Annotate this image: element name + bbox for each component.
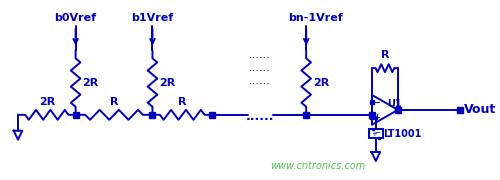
Text: www.cntronics.com: www.cntronics.com	[270, 161, 366, 171]
Text: U1: U1	[387, 99, 402, 109]
Text: 2R: 2R	[38, 97, 55, 107]
Text: −: −	[374, 130, 380, 136]
Text: 2R: 2R	[313, 78, 329, 87]
Text: R: R	[178, 97, 186, 107]
Text: R: R	[110, 97, 118, 107]
Text: R: R	[380, 50, 389, 60]
Text: Vout: Vout	[464, 103, 496, 116]
Text: +: +	[374, 113, 380, 122]
Text: LT1001: LT1001	[384, 129, 422, 139]
Text: ......: ......	[249, 50, 271, 60]
Text: ......: ......	[249, 76, 271, 86]
Text: b1Vref: b1Vref	[132, 13, 173, 22]
Text: b0Vref: b0Vref	[54, 13, 96, 22]
Text: ......: ......	[246, 110, 274, 123]
Text: ......: ......	[249, 63, 271, 73]
Text: 2R: 2R	[82, 78, 98, 87]
Text: 2R: 2R	[159, 78, 176, 87]
Text: bn-1Vref: bn-1Vref	[288, 13, 343, 22]
Text: +: +	[371, 131, 377, 137]
Text: −: −	[374, 98, 380, 107]
